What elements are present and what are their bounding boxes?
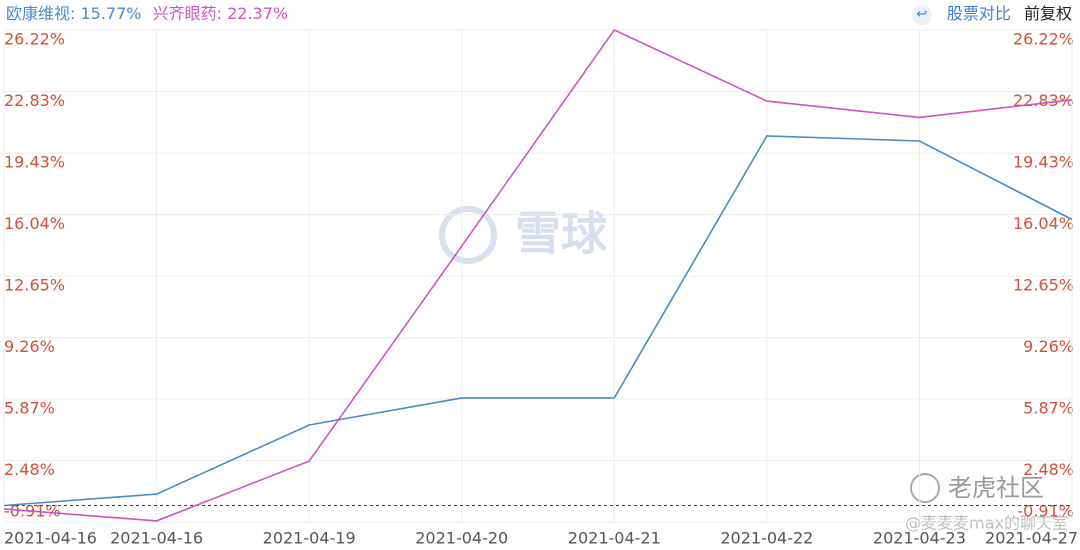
y-tick-label: 9.26%: [4, 337, 55, 356]
x-tick-label: 2021-04-23: [873, 529, 966, 548]
y-tick-label: 19.43%: [4, 153, 65, 172]
y-tick-label: 16.04%: [1013, 214, 1074, 233]
watermark-icon: [910, 473, 940, 503]
plot: -0.91% -0.91%2.48% 2.48%5.87% 5.87%9.26% 9.2…: [3, 28, 1078, 548]
y-tick-label: 16.04%: [4, 214, 65, 233]
watermark-icon: [439, 206, 497, 264]
y-tick-label: -0.91%: [1017, 502, 1074, 521]
x-tick-label: 2021-04-16: [110, 529, 203, 548]
x-tick-label: 2021-04-27: [985, 529, 1078, 548]
toolbar: ↩ 股票对比 前复权: [911, 0, 1072, 28]
x-tick-label: 2021-04-16: [4, 529, 97, 548]
y-tick-label: 22.83%: [4, 91, 65, 110]
y-tick-label: 2.48%: [1023, 460, 1074, 479]
y-tick-label: 12.65%: [4, 276, 65, 295]
watermark: 雪球: [439, 206, 608, 264]
y-tick-label: 19.43%: [1013, 153, 1074, 172]
y-tick-label: 9.26%: [1023, 337, 1074, 356]
y-tick-label: 26.22%: [1013, 30, 1074, 49]
x-tick-label: 2021-04-20: [415, 529, 508, 548]
legend-entry: 欧康维视: 15.77%: [6, 4, 142, 23]
legend-entry: 兴齐眼药: 22.37%: [152, 4, 289, 23]
series-line: [3, 135, 1073, 507]
y-tick-label: 5.87%: [4, 399, 55, 418]
legend: 欧康维视: 15.77% 兴齐眼药: 22.37%: [6, 0, 288, 28]
x-tick-label: 2021-04-22: [720, 529, 813, 548]
y-tick-label: 12.65%: [1013, 276, 1074, 295]
watermark-text: 老虎社区: [948, 474, 1044, 502]
x-tick-label: 2021-04-19: [263, 529, 356, 548]
y-tick-label: 26.22%: [4, 30, 65, 49]
watermark-text: 雪球: [515, 207, 608, 261]
y-tick-label: 2.48%: [4, 460, 55, 479]
adjust-button[interactable]: 前复权: [1023, 4, 1072, 23]
compare-button[interactable]: 股票对比: [946, 4, 1011, 23]
compare-icon[interactable]: ↩: [911, 4, 932, 25]
watermark-text: @麦麦麦max的聊天室: [905, 514, 1068, 533]
y-tick-label: 5.87%: [1023, 399, 1074, 418]
x-tick-label: 2021-04-21: [568, 529, 661, 548]
series-line: [3, 28, 1073, 522]
